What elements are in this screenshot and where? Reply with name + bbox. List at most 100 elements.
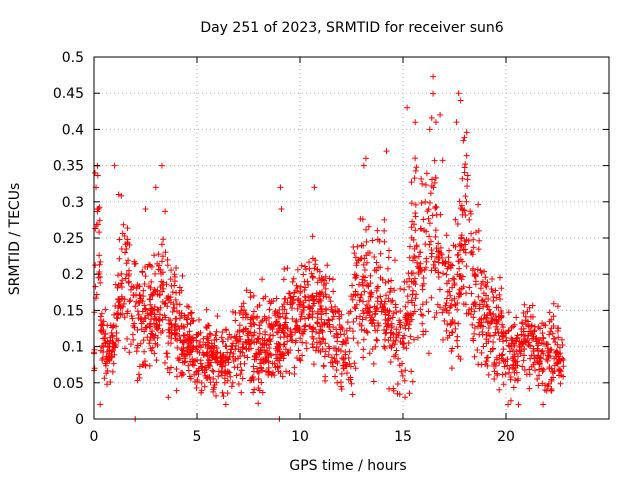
data-point bbox=[283, 368, 290, 375]
data-point bbox=[287, 301, 294, 308]
data-point bbox=[370, 378, 377, 385]
data-point bbox=[244, 354, 251, 361]
data-point bbox=[548, 387, 555, 394]
data-point bbox=[334, 379, 341, 386]
data-point bbox=[435, 269, 442, 276]
data-point bbox=[156, 311, 163, 318]
data-point bbox=[447, 264, 454, 271]
data-point bbox=[159, 288, 166, 295]
data-point bbox=[440, 270, 447, 277]
data-point bbox=[219, 389, 226, 396]
data-point bbox=[331, 332, 338, 339]
data-point bbox=[133, 348, 140, 355]
data-point bbox=[183, 348, 190, 355]
data-point bbox=[322, 340, 329, 347]
data-point bbox=[527, 328, 534, 335]
data-point bbox=[471, 353, 478, 360]
data-point bbox=[163, 281, 170, 288]
data-point bbox=[184, 316, 191, 323]
data-point bbox=[387, 334, 394, 341]
data-point bbox=[187, 349, 194, 356]
data-point bbox=[526, 385, 533, 392]
data-point bbox=[154, 326, 161, 333]
data-point bbox=[240, 343, 247, 350]
data-point bbox=[539, 348, 546, 355]
data-point bbox=[255, 385, 262, 392]
data-point bbox=[138, 326, 145, 333]
data-point bbox=[381, 326, 388, 333]
data-point bbox=[168, 364, 175, 371]
data-point bbox=[102, 360, 109, 367]
data-point bbox=[297, 316, 304, 323]
data-point bbox=[96, 252, 103, 259]
data-point bbox=[322, 273, 329, 280]
data-point bbox=[377, 250, 384, 257]
data-point bbox=[387, 285, 394, 292]
data-point bbox=[454, 220, 461, 227]
data-point bbox=[390, 310, 397, 317]
data-point bbox=[361, 327, 368, 334]
data-point bbox=[365, 223, 372, 230]
data-point bbox=[463, 263, 470, 270]
data-point bbox=[241, 352, 248, 359]
data-point bbox=[151, 252, 158, 259]
data-point bbox=[527, 342, 534, 349]
data-point bbox=[188, 348, 195, 355]
data-point bbox=[191, 371, 198, 378]
data-point bbox=[171, 273, 178, 280]
data-point bbox=[438, 250, 445, 257]
data-point bbox=[179, 347, 186, 354]
data-point bbox=[341, 331, 348, 338]
data-point bbox=[162, 208, 169, 215]
data-point bbox=[463, 129, 470, 136]
data-point bbox=[322, 291, 329, 298]
data-point bbox=[97, 258, 104, 265]
data-point bbox=[197, 339, 204, 346]
data-point bbox=[358, 242, 365, 249]
data-point bbox=[111, 162, 118, 169]
data-point bbox=[394, 381, 401, 388]
data-point bbox=[449, 284, 456, 291]
data-point bbox=[238, 389, 245, 396]
data-point bbox=[350, 335, 357, 342]
data-point bbox=[215, 373, 222, 380]
data-point bbox=[404, 104, 411, 111]
data-point bbox=[485, 371, 492, 378]
data-point bbox=[465, 310, 472, 317]
data-point bbox=[294, 266, 301, 273]
data-point bbox=[317, 305, 324, 312]
data-point bbox=[217, 350, 224, 357]
data-point bbox=[255, 376, 262, 383]
data-point bbox=[107, 337, 114, 344]
data-point bbox=[314, 320, 321, 327]
data-point bbox=[318, 316, 325, 323]
data-point bbox=[148, 278, 155, 285]
data-point bbox=[469, 321, 476, 328]
data-point bbox=[280, 355, 287, 362]
data-point bbox=[331, 355, 338, 362]
data-point bbox=[373, 259, 380, 266]
data-point bbox=[294, 354, 301, 361]
data-point bbox=[513, 335, 520, 342]
data-point bbox=[275, 314, 282, 321]
data-point bbox=[262, 368, 269, 375]
data-point bbox=[491, 375, 498, 382]
data-point bbox=[367, 280, 374, 287]
data-point bbox=[545, 354, 552, 361]
data-point bbox=[461, 169, 468, 176]
data-point bbox=[136, 363, 143, 370]
data-point bbox=[400, 344, 407, 351]
data-point bbox=[152, 184, 159, 191]
data-point bbox=[381, 238, 388, 245]
y-tick-label: 0.25 bbox=[53, 231, 84, 247]
data-point bbox=[234, 328, 241, 335]
data-point bbox=[402, 367, 409, 374]
data-point bbox=[557, 380, 564, 387]
data-point bbox=[437, 211, 444, 218]
data-point bbox=[494, 370, 501, 377]
data-point bbox=[404, 293, 411, 300]
data-point bbox=[266, 336, 273, 343]
data-point bbox=[161, 359, 168, 366]
data-point bbox=[559, 342, 566, 349]
data-point bbox=[210, 386, 217, 393]
